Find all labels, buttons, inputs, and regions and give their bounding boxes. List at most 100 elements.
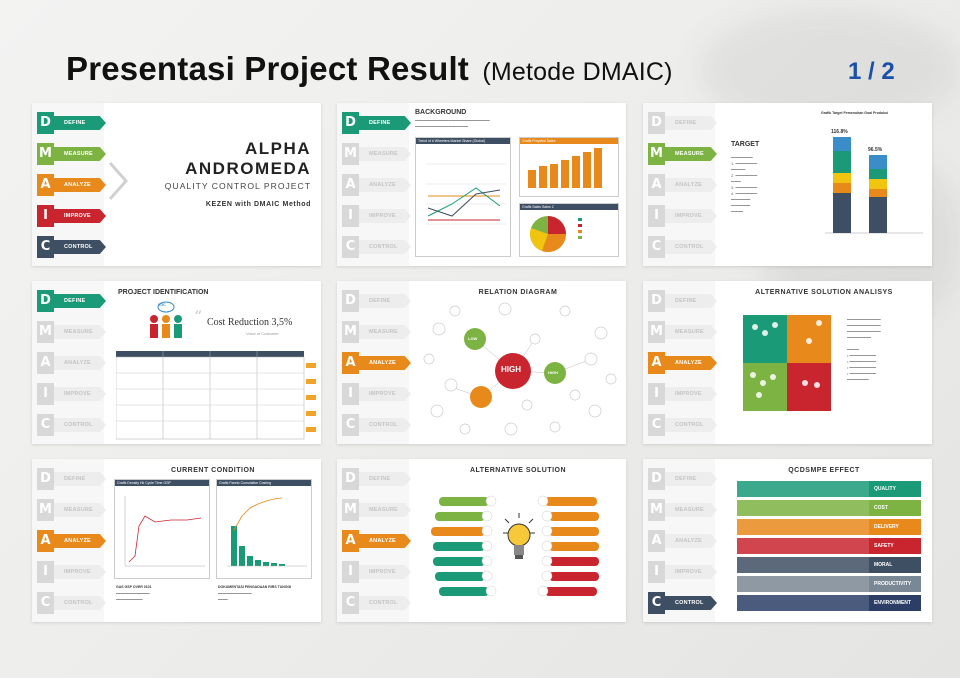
tab-analyze[interactable]: A ANALYZE [37,174,106,196]
chart-title: Grafik Proyeksi Sales [520,138,618,144]
bar-label-left: 116.8% [831,129,848,135]
tab-control[interactable]: C CONTROL [648,414,717,436]
slide-cover[interactable]: D DEFINE M MEASURE A ANALYZE I IMPROVE C CONT… [32,103,321,266]
tab-measure[interactable]: M MEASURE [342,499,411,521]
slide-alternative-analysis[interactable]: D DEFINE M MEASURE A ANALYZE I IMPROVE C CONT… [643,281,932,444]
line-chart-panel: Trend of # Wheelers Market Share (Global… [415,137,511,257]
tab-define[interactable]: D DEFINE [37,468,106,490]
tab-analyze[interactable]: A ANALYZE [648,530,717,552]
tab-improve[interactable]: I IMPROVE [648,561,717,583]
pie-chart [529,216,582,253]
tab-define[interactable]: D DEFINE [342,112,411,134]
tab-control[interactable]: C CONTROL [342,236,411,258]
dmaic-sidebar: D DEFINE M MEASURE A ANALYZE I IMPROVE C CONT… [337,459,411,622]
voc-table [116,351,316,440]
tab-improve[interactable]: I IMPROVE [648,205,717,227]
tab-analyze[interactable]: A ANALYZE [37,530,106,552]
bar-chart [528,148,602,188]
slide-relation-diagram[interactable]: D DEFINE M MEASURE A ANALYZE I IMPROVE C CONT… [337,281,626,444]
slide-content: TARGET ━━━━━━━━━ 1. ━━━━━━━━━ ━━━━━━ 2. ━━━… [721,109,927,261]
tab-improve[interactable]: I IMPROVE [342,383,411,405]
tab-analyze[interactable]: A ANALYZE [648,174,717,196]
cover-line1: ALPHA [244,139,311,158]
cover-line2: ANDROMEDA [185,159,311,178]
dmaic-sidebar: D DEFINE M MEASURE A ANALYZE I IMPROVE C CONT… [32,459,106,622]
slide-title: BACKGROUND [415,109,467,116]
pareto-chart [227,497,307,567]
people-icon [150,301,182,338]
tab-measure[interactable]: M MEASURE [37,499,106,521]
paragraph: ━━━━━━━━━━━━━━━━━━━━━━━━━━━━━━━ ━━━━━━━━━… [415,118,490,129]
slide-target[interactable]: D DEFINE M MEASURE A ANALYZE I IMPROVE C CONT… [643,103,932,266]
target-list: ━━━━━━━━━ 1. ━━━━━━━━━ ━━━━━━ 2. ━━━━━━━━━ ━… [731,155,758,214]
slide-title: RELATION DIAGRAM [478,289,558,296]
tab-improve[interactable]: I IMPROVE [342,205,411,227]
tab-control[interactable]: C CONTROL [37,236,106,258]
tab-analyze[interactable]: A ANALYZE [37,352,106,374]
low-node-label: LOW [468,336,478,341]
tab-analyze[interactable]: A ANALYZE [648,352,717,374]
headline-caption: Voice of Customer [246,331,279,336]
tab-analyze[interactable]: A ANALYZE [342,530,411,552]
page-title: Presentasi Project Result (Metode DMAIC) [66,50,673,88]
slide-alternative-solution[interactable]: D DEFINE M MEASURE A ANALYZE I IMPROVE C CONT… [337,459,626,622]
analysis-text: ━━━━━━━━━━━━━━ ━━━━━━━━━━━━━━ ━━━━━━━━━━━━… [847,317,881,382]
tab-define[interactable]: D DEFINE [648,112,717,134]
tab-measure[interactable]: M MEASURE [342,321,411,343]
slide-title: CURRENT CONDITION [171,467,255,474]
tab-analyze[interactable]: A ANALYZE [342,174,411,196]
slide-content: QCDSMPE EFFECT QUALITY COST DELIVERY SAF… [721,465,927,617]
slide-content: RELATION DIAGRAM HIGH LOW HIGH [415,287,621,439]
tab-improve[interactable]: I IMPROVE [37,561,106,583]
tab-control[interactable]: C CONTROL [342,592,411,614]
tab-define[interactable]: D DEFINE [342,468,411,490]
quote-icon: “ [194,307,203,326]
chart-title: Trend of # Wheelers Market Share (Global… [416,138,510,144]
tab-measure[interactable]: M MEASURE [37,143,106,165]
tab-control[interactable]: C CONTROL [37,414,106,436]
tab-measure[interactable]: M MEASURE [342,143,411,165]
dmaic-sidebar: D DEFINE M MEASURE A ANALYZE I IMPROVE C CONT… [32,281,106,444]
tab-improve[interactable]: I IMPROVE [37,205,106,227]
cover-project: QUALITY CONTROL PROJECT [164,181,311,191]
paragraph: ━━━━━━━━━━━━━━ ━━━━━━━━━━━ [116,591,150,602]
tab-define[interactable]: D DEFINE [648,290,717,312]
tab-measure[interactable]: M MEASURE [37,321,106,343]
slide-background[interactable]: D DEFINE M MEASURE A ANALYZE I IMPROVE C CONT… [337,103,626,266]
tab-control[interactable]: C CONTROL [342,414,411,436]
dmaic-sidebar: D DEFINE M MEASURE A ANALYZE I IMPROVE C CONT… [32,103,106,266]
tab-define[interactable]: D DEFINE [37,112,106,134]
headline: Cost Reduction 3,5% [207,317,293,328]
effect-row-environment: ENVIRONMENT [737,595,921,611]
tab-improve[interactable]: I IMPROVE [648,383,717,405]
tab-define[interactable]: D DEFINE [37,290,106,312]
slide-content: ALTERNATIVE SOLUTION [415,465,621,617]
tab-improve[interactable]: I IMPROVE [342,561,411,583]
slide-title: ALTERNATIVE SOLUTION [469,467,567,474]
slide-qcdsmpe[interactable]: D DEFINE M MEASURE A ANALYZE I IMPROVE C CONT… [643,459,932,622]
dmaic-sidebar: D DEFINE M MEASURE A ANALYZE I IMPROVE C CONT… [337,281,411,444]
tab-control[interactable]: C CONTROL [37,592,106,614]
slide-current-condition[interactable]: D DEFINE M MEASURE A ANALYZE I IMPROVE C CONT… [32,459,321,622]
dmaic-sidebar: D DEFINE M MEASURE A ANALYZE I IMPROVE C CONT… [643,459,717,622]
tab-control[interactable]: C CONTROL [648,236,717,258]
chart-title: Grafik Target Pemenuhan Goal Produksi [821,111,889,115]
line-chart [426,163,506,225]
tab-measure[interactable]: M MEASURE [648,321,717,343]
tab-measure[interactable]: M MEASURE [648,499,717,521]
effect-row-safety: SAFETY [737,538,921,554]
tab-define[interactable]: D DEFINE [648,468,717,490]
slide-content: BACKGROUND ━━━━━━━━━━━━━━━━━━━━━━━━━━━━━… [415,109,621,261]
tab-measure[interactable]: M MEASURE [648,143,717,165]
tab-define[interactable]: D DEFINE [342,290,411,312]
solution-diagram [431,495,599,597]
caption-right: DOKUMENTASI PENGADAAN RIRS TUNGGI [218,585,292,589]
tab-control[interactable]: C CONTROL [648,592,717,614]
tab-analyze[interactable]: A ANALYZE [342,352,411,374]
chart-title: Grafik Sales Sales 2 [520,204,618,210]
tab-improve[interactable]: I IMPROVE [37,383,106,405]
dmaic-sidebar: D DEFINE M MEASURE A ANALYZE I IMPROVE C CONT… [643,103,717,266]
slide-content: CURRENT CONDITION Grafik Density Hk Cycl… [110,465,316,617]
slide-project-identification[interactable]: D DEFINE M MEASURE A ANALYZE I IMPROVE C CONT… [32,281,321,444]
slide-content: ALTERNATIVE SOLUTION ANALISYS ━━━━━━━━━━… [721,287,927,439]
